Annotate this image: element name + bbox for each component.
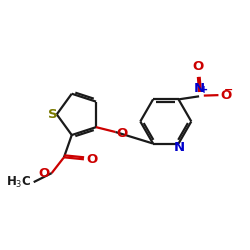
Text: +: + (200, 85, 208, 95)
Text: N: N (194, 82, 205, 95)
Text: O: O (192, 60, 203, 73)
Text: N: N (174, 140, 185, 153)
Text: −: − (224, 85, 233, 95)
Text: O: O (117, 127, 128, 140)
Text: O: O (220, 88, 232, 102)
Text: S: S (48, 108, 57, 121)
Text: O: O (87, 153, 98, 166)
Text: O: O (38, 167, 50, 180)
Text: H$_3$C: H$_3$C (6, 174, 31, 190)
